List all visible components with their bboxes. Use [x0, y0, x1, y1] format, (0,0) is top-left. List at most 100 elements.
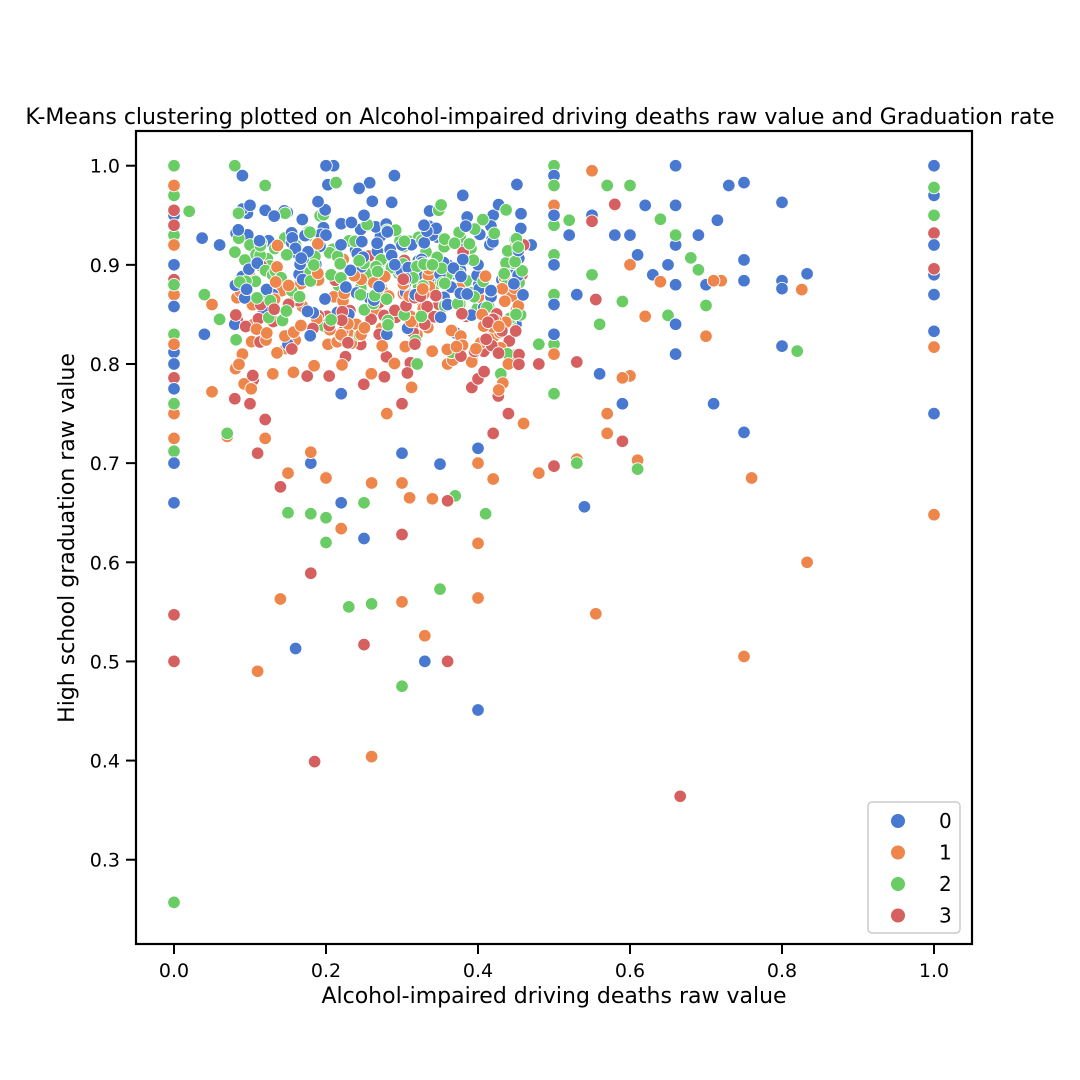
scatter-point-series-1	[471, 591, 485, 605]
scatter-point-series-0	[630, 248, 645, 262]
scatter-point-series-0	[737, 175, 751, 190]
scatter-point-series-0	[334, 386, 348, 401]
scatter-point-series-2	[280, 248, 294, 262]
scatter-point-series-2	[197, 287, 212, 302]
scatter-point-series-2	[547, 178, 561, 193]
scatter-point-series-3	[673, 789, 687, 804]
scatter-point-series-0	[471, 703, 485, 717]
scatter-point-series-1	[205, 297, 219, 312]
scatter-point-series-1	[486, 472, 500, 486]
scatter-point-series-1	[927, 507, 941, 522]
y-tick-label: 1.0	[90, 156, 120, 178]
y-axis: 0.3 0.4 0.5 0.6 0.7 0.8 0.9 1.0	[90, 156, 136, 872]
scatter-point-series-1	[364, 366, 379, 381]
scatter-point-series-2	[699, 298, 713, 313]
x-tick-label: 0.0	[159, 960, 189, 982]
x-tick-label: 0.6	[615, 960, 645, 982]
scatter-point-series-1	[281, 278, 296, 293]
scatter-point-series-2	[410, 357, 424, 371]
scatter-point-series-2	[279, 304, 294, 318]
scatter-point-series-0	[334, 496, 348, 510]
scatter-point-series-2	[304, 506, 318, 521]
scatter-point-series-3	[395, 527, 409, 542]
scatter-point-series-2	[668, 228, 683, 242]
scatter-point-series-3	[420, 299, 434, 314]
scatter-point-series-0	[357, 531, 371, 546]
scatter-point-series-1	[498, 294, 512, 308]
scatter-point-series-2	[478, 506, 493, 521]
scatter-point-series-1	[744, 471, 759, 485]
scatter-point-series-0	[623, 228, 637, 242]
scatter-point-series-3	[501, 406, 516, 421]
scatter-point-series-1	[167, 238, 181, 252]
y-tick-label: 0.3	[90, 850, 120, 872]
scatter-point-series-0	[372, 279, 386, 294]
scatter-point-series-0	[454, 269, 468, 284]
legend-marker-3	[890, 907, 906, 924]
scatter-point-series-3	[395, 396, 409, 411]
scatter-point-series-1	[334, 521, 348, 536]
scatter-point-series-0	[927, 406, 941, 421]
scatter-point-series-0	[231, 223, 246, 237]
scatter-point-series-0	[507, 277, 521, 291]
scatter-point-series-0	[668, 198, 683, 213]
scatter-point-series-0	[668, 277, 683, 292]
scatter-point-series-0	[355, 234, 369, 249]
scatter-point-series-3	[615, 434, 630, 449]
scatter-point-series-2	[515, 264, 529, 278]
scatter-point-series-2	[684, 251, 698, 265]
plot-frame	[134, 129, 974, 946]
scatter-point-series-2	[307, 258, 321, 272]
scatter-point-series-0	[775, 281, 789, 296]
scatter-point-series-1	[402, 491, 417, 505]
scatter-point-series-1	[585, 163, 599, 178]
scatter-point-series-2	[497, 266, 511, 281]
scatter-point-series-0	[197, 327, 212, 342]
scatter-point-series-0	[339, 280, 353, 294]
scatter-point-series-2	[167, 895, 181, 910]
scatter-point-series-2	[434, 198, 448, 212]
scatter-point-series-0	[319, 158, 333, 173]
scatter-point-series-1	[469, 342, 483, 356]
scatter-point-series-2	[499, 203, 513, 217]
scatter-point-series-1	[706, 273, 721, 288]
scatter-point-series-1	[653, 274, 668, 289]
scatter-point-series-0	[927, 287, 941, 302]
scatter-point-series-2	[653, 212, 668, 226]
scatter-point-series-2	[357, 496, 371, 510]
legend: 0 1 2 3	[867, 801, 961, 934]
scatter-point-series-0	[775, 195, 789, 210]
scatter-point-series-2	[250, 291, 264, 305]
scatter-point-series-0	[417, 218, 431, 232]
scatter-point-series-1	[404, 380, 419, 395]
scatter-point-series-1	[425, 344, 439, 358]
chart-title: K-Means clustering plotted on Alcohol-im…	[25, 105, 1054, 130]
scatter-point-series-0	[303, 328, 317, 343]
scatter-point-series-0	[418, 654, 432, 669]
scatter-point-series-1	[167, 431, 181, 446]
scatter-point-series-2	[220, 426, 234, 441]
scatter-point-series-3	[167, 203, 181, 218]
scatter-point-series-1	[478, 269, 493, 283]
scatter-point-series-0	[294, 251, 308, 265]
scatter-point-series-1	[294, 318, 308, 333]
scatter-point-series-0	[710, 213, 725, 227]
scatter-point-series-1	[418, 628, 432, 643]
scatter-point-series-3	[322, 369, 336, 383]
scatter-point-series-0	[433, 310, 448, 324]
scatter-point-series-2	[229, 333, 243, 347]
scatter-point-series-2	[292, 289, 307, 304]
scatter-point-series-0	[592, 367, 607, 381]
scatter-point-series-0	[562, 228, 576, 242]
scatter-point-series-3	[250, 446, 265, 460]
scatter-point-series-3	[229, 308, 243, 322]
scatter-point-series-3	[167, 654, 181, 669]
scatter-point-series-2	[395, 679, 409, 693]
scatter-point-series-0	[352, 181, 366, 196]
scatter-point-series-1	[270, 238, 285, 253]
y-tick-label: 0.4	[90, 751, 120, 773]
scatter-point-series-1	[270, 346, 284, 360]
scatter-point-series-3	[508, 324, 523, 338]
scatter-point-series-1	[273, 592, 288, 606]
